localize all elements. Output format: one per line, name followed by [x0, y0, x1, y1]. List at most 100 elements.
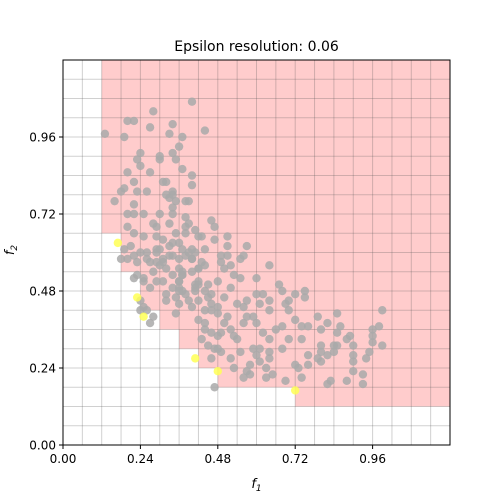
scatter-point [210, 344, 219, 353]
scatter-point [171, 196, 181, 206]
scatter-point [265, 261, 274, 270]
scatter-point [181, 229, 190, 238]
scatter-point [349, 350, 358, 360]
scatter-point [361, 354, 371, 363]
scatter-point [271, 325, 281, 334]
scatter-point [242, 241, 252, 251]
scatter-point [368, 338, 377, 347]
scatter-point [132, 270, 142, 280]
x-axis-ticks: 0.00 0.24 0.48 0.72 0.96 [50, 445, 386, 466]
scatter-point [261, 373, 271, 382]
scatter-point [323, 318, 332, 328]
scatter-point [216, 328, 226, 337]
scatter-point [374, 322, 384, 331]
scatter-point [152, 232, 161, 241]
dominated-region [101, 60, 450, 407]
scatter-point [265, 354, 274, 363]
scatter-point [191, 225, 200, 235]
x-tick-label: 0.72 [282, 452, 309, 466]
scatter-point [181, 213, 190, 222]
scatter-point [132, 293, 142, 302]
scatter-point [207, 290, 216, 299]
scatter-point [329, 341, 339, 350]
scatter-point [278, 286, 287, 296]
scatter-point [284, 334, 293, 344]
scatter-point [158, 254, 168, 264]
scatter-point [223, 241, 232, 251]
scatter-point [123, 168, 132, 177]
scatter-point [200, 306, 210, 315]
scatter-point [349, 367, 358, 376]
scatter-point [171, 293, 181, 302]
scatter-point [174, 254, 184, 264]
scatter-point [100, 129, 110, 138]
scatter-point [207, 299, 216, 309]
scatter-point [207, 354, 216, 363]
x-tick-label: 0.48 [204, 452, 231, 466]
scatter-point [265, 334, 274, 344]
scatter-point [116, 187, 126, 196]
scatter-point [239, 373, 248, 382]
scatter-point [155, 209, 164, 219]
y-tick-label: 0.00 [29, 439, 56, 453]
scatter-point [174, 277, 184, 286]
scatter-point [368, 325, 377, 334]
chart-title: Epsilon resolution: 0.06 [174, 39, 339, 55]
scatter-point [187, 171, 197, 180]
scatter-point [123, 222, 132, 232]
scatter-point [261, 363, 271, 373]
scatter-point [200, 325, 210, 334]
scatter-point [194, 264, 203, 273]
scatter-point [197, 257, 206, 267]
scatter-point [162, 290, 171, 299]
scatter-point [297, 373, 306, 382]
scatter-point [155, 152, 164, 161]
scatter-point [132, 257, 142, 267]
scatter-point [136, 161, 145, 171]
scatter-point [249, 312, 258, 321]
scatter-point [165, 129, 174, 138]
scatter-point [274, 280, 284, 289]
scatter-point [358, 379, 368, 389]
scatter-point [174, 299, 184, 309]
scatter-point [149, 312, 158, 321]
scatter-point [252, 350, 261, 360]
series-0 [100, 97, 387, 392]
scatter-point [168, 148, 177, 158]
scatter-point [152, 277, 161, 286]
scatter-point [229, 331, 239, 341]
scatter-point [303, 350, 313, 360]
dominated-region-layer [101, 60, 450, 407]
scatter-point [223, 232, 232, 241]
points-layer [100, 97, 387, 395]
series-1 [113, 238, 300, 395]
scatter-point [184, 219, 193, 228]
scatter-point [329, 347, 339, 357]
scatter-point [200, 286, 210, 296]
scatter-point [332, 328, 342, 337]
scatter-point [162, 296, 171, 305]
scatter-point [136, 148, 145, 158]
scatter-point [174, 142, 184, 151]
scatter-point [132, 155, 142, 164]
scatter-point [223, 312, 232, 321]
scatter-point [187, 302, 197, 312]
scatter-point [303, 360, 313, 369]
scatter-point [265, 306, 274, 315]
scatter-point [258, 290, 268, 299]
scatter-point [168, 203, 177, 212]
scatter-point [255, 344, 264, 353]
y-axis-label: f2 [3, 245, 20, 256]
scatter-point [252, 273, 261, 283]
scatter-point [152, 222, 161, 232]
scatter-point [184, 248, 193, 257]
scatter-point [216, 251, 226, 260]
scatter-point [316, 325, 326, 334]
x-axis-label-subscript: 1 [256, 484, 262, 494]
scatter-point [178, 164, 187, 174]
scatter-point [123, 116, 132, 126]
scatter-point [203, 341, 213, 350]
scatter-point [268, 370, 277, 379]
scatter-point [120, 132, 129, 142]
scatter-point [110, 196, 119, 206]
